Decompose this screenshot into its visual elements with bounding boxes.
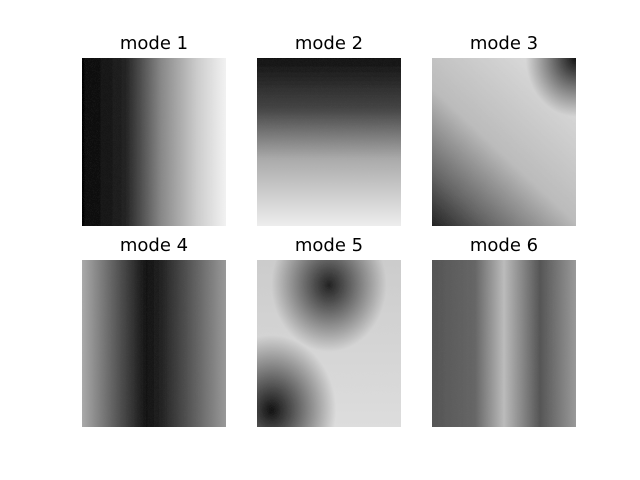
- panel-title: mode 4: [120, 235, 188, 256]
- panel-title: mode 2: [295, 33, 363, 54]
- panel-title: mode 3: [470, 33, 538, 54]
- panel-title: mode 5: [295, 235, 363, 256]
- panel-title: mode 6: [470, 235, 538, 256]
- panel-title: mode 1: [120, 33, 188, 54]
- panel: [82, 58, 576, 427]
